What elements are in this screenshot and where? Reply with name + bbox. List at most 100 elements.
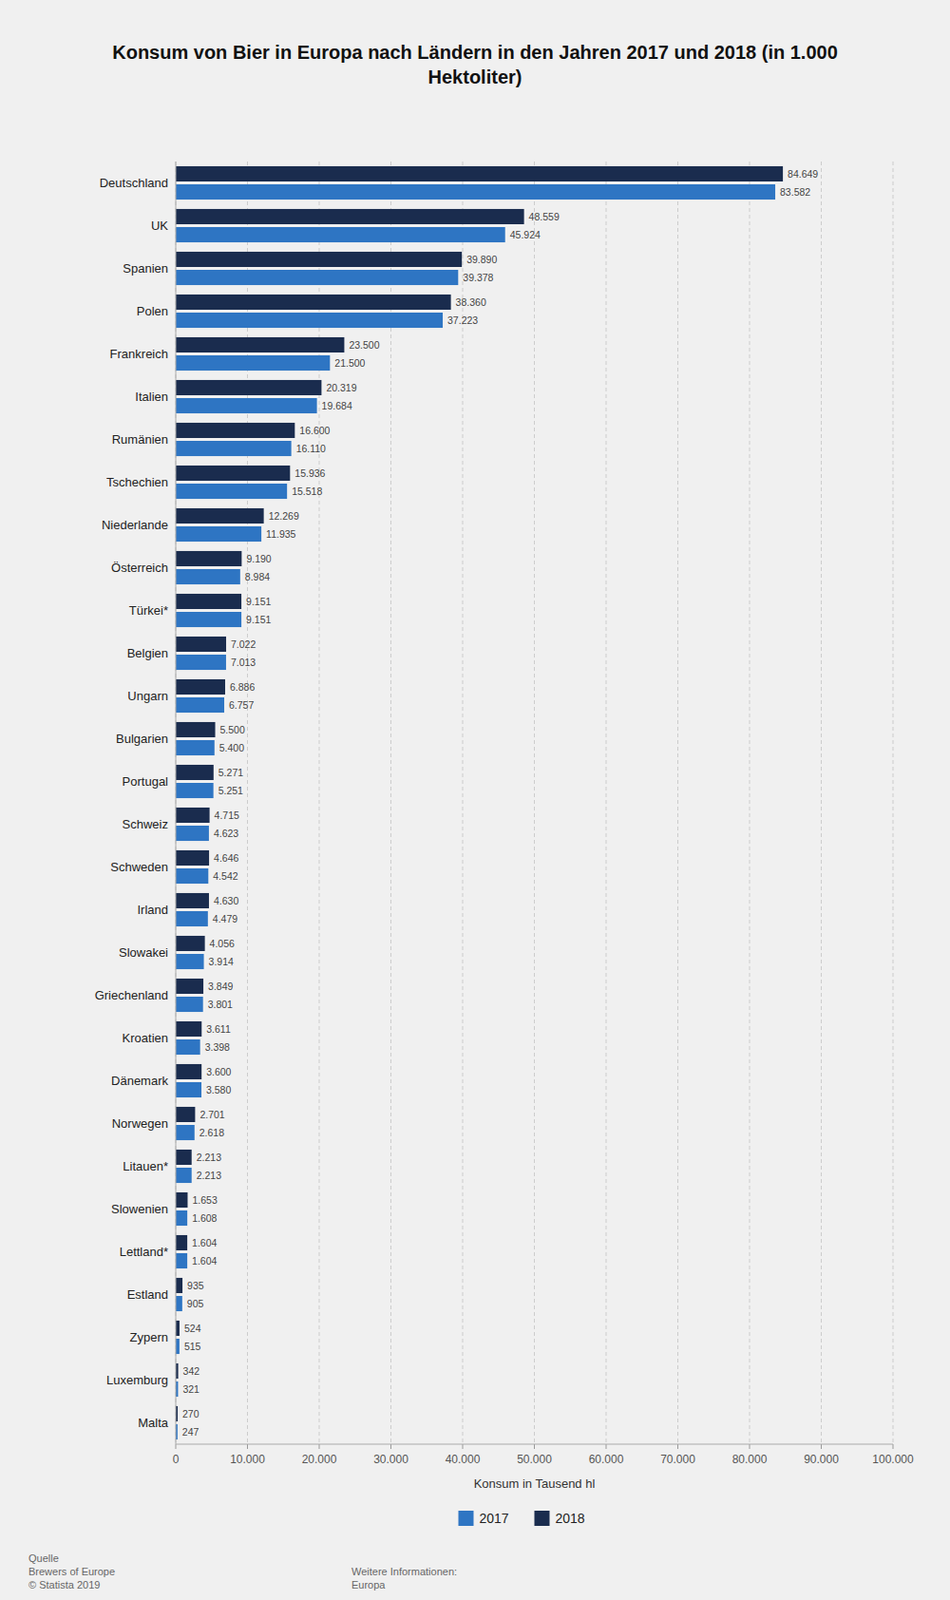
bar: [175, 1021, 202, 1037]
tick-mark: [533, 1444, 535, 1449]
bar: [175, 935, 206, 951]
category-label: Litauen*: [122, 1159, 169, 1174]
y-axis-line: [175, 161, 177, 1444]
category-label: Griechenland: [95, 988, 169, 1003]
tick-label: 20.000: [302, 1452, 338, 1466]
annotation: Weitere Informationen:Europa: [351, 1565, 457, 1591]
bar: [175, 893, 209, 909]
text-line: Brewers of Europe: [28, 1565, 115, 1577]
tick-label: 0: [172, 1452, 180, 1466]
tick-label: 10.000: [229, 1452, 266, 1466]
data-label: 4.630: [213, 894, 239, 907]
bar: [175, 611, 242, 627]
category-label: Schweden: [110, 859, 169, 874]
bars: [175, 166, 783, 1440]
data-label: 38.360: [456, 296, 487, 308]
bar: [175, 825, 209, 841]
data-label: 5.500: [220, 723, 246, 736]
bar: [175, 868, 209, 884]
bar: [175, 1106, 195, 1122]
grid-line: [606, 161, 608, 1444]
bar: [175, 722, 216, 738]
grid-line: [462, 161, 464, 1444]
bar: [175, 227, 506, 243]
category-label: Norwegen: [112, 1116, 169, 1131]
bar: [175, 782, 214, 798]
tick-label: 100.000: [872, 1452, 914, 1466]
tick-label: 50.000: [516, 1452, 552, 1466]
annotation: QuelleBrewers of Europe© Statista 2019: [28, 1552, 115, 1591]
grid-line: [390, 161, 392, 1444]
data-label: 16.110: [296, 442, 326, 455]
bar: [175, 807, 210, 823]
bar: [175, 697, 225, 713]
grid-line: [533, 161, 535, 1444]
tick-mark: [606, 1444, 608, 1449]
category-label: Slowenien: [111, 1201, 169, 1216]
data-label: 270: [182, 1407, 200, 1420]
tick-mark: [462, 1444, 464, 1449]
bar: [175, 569, 241, 585]
category-label: Ungarn: [127, 688, 169, 703]
category-label: Estland: [127, 1287, 169, 1302]
grid: [175, 161, 893, 1444]
grid-line: [677, 161, 679, 1444]
data-label: 935: [187, 1279, 205, 1292]
bar: [175, 996, 204, 1012]
category-label: Deutschland: [99, 175, 169, 190]
category-label: Dänemark: [111, 1073, 169, 1088]
bar: [175, 355, 330, 371]
bar: [175, 911, 209, 927]
data-label: 4.715: [214, 809, 240, 821]
bar: [175, 269, 458, 285]
bar: [175, 1082, 202, 1098]
bar: [175, 1253, 188, 1269]
bar: [175, 953, 205, 969]
tick-label: 80.000: [732, 1452, 768, 1466]
data-label: 9.190: [246, 552, 271, 565]
data-label: 2.213: [196, 1151, 222, 1163]
data-label: 321: [182, 1383, 200, 1395]
bar: [175, 850, 209, 866]
tick-mark: [749, 1444, 751, 1449]
data-label: 15.936: [294, 467, 325, 479]
bar: [175, 764, 214, 780]
tick-mark: [677, 1444, 679, 1449]
category-label: Portugal: [122, 774, 170, 789]
data-label: 6.757: [228, 699, 254, 711]
category-label: Luxemburg: [106, 1372, 169, 1387]
legend-label: 2017: [479, 1510, 510, 1526]
bar: [175, 679, 226, 695]
bar: [175, 1320, 180, 1336]
data-label: 16.600: [299, 424, 330, 437]
bar: [175, 1295, 183, 1311]
text-line: Konsum von Bier in Europa nach Ländern i…: [112, 41, 838, 63]
text-line: Europa: [351, 1578, 386, 1591]
data-label: 20.319: [325, 381, 357, 394]
bar: [175, 1039, 201, 1055]
data-label: 11.935: [266, 528, 296, 540]
bar: [175, 294, 452, 310]
data-label: 9.151: [246, 595, 271, 608]
data-label: 3.600: [206, 1065, 231, 1078]
category-label: Belgien: [127, 646, 169, 661]
data-label: 37.223: [447, 314, 478, 326]
bar: [175, 440, 292, 456]
data-label: 15.518: [291, 485, 323, 497]
bar: [175, 508, 265, 524]
data-label: 19.684: [322, 399, 353, 412]
data-label: 3.398: [205, 1041, 230, 1053]
grid-line: [749, 161, 751, 1444]
data-label: 1.604: [191, 1236, 217, 1249]
data-label: 3.611: [206, 1023, 231, 1035]
bar: [175, 551, 242, 567]
bar: [175, 1210, 188, 1226]
bar: [175, 1338, 180, 1354]
category-label: Slowakei: [118, 945, 169, 960]
grid-line: [319, 161, 321, 1444]
text-line: Hektoliter): [428, 66, 523, 88]
category-label: Niederlande: [101, 517, 169, 532]
legend-label: 2018: [555, 1510, 586, 1526]
grid-line: [175, 161, 177, 1444]
tick-label: 90.000: [803, 1452, 839, 1466]
